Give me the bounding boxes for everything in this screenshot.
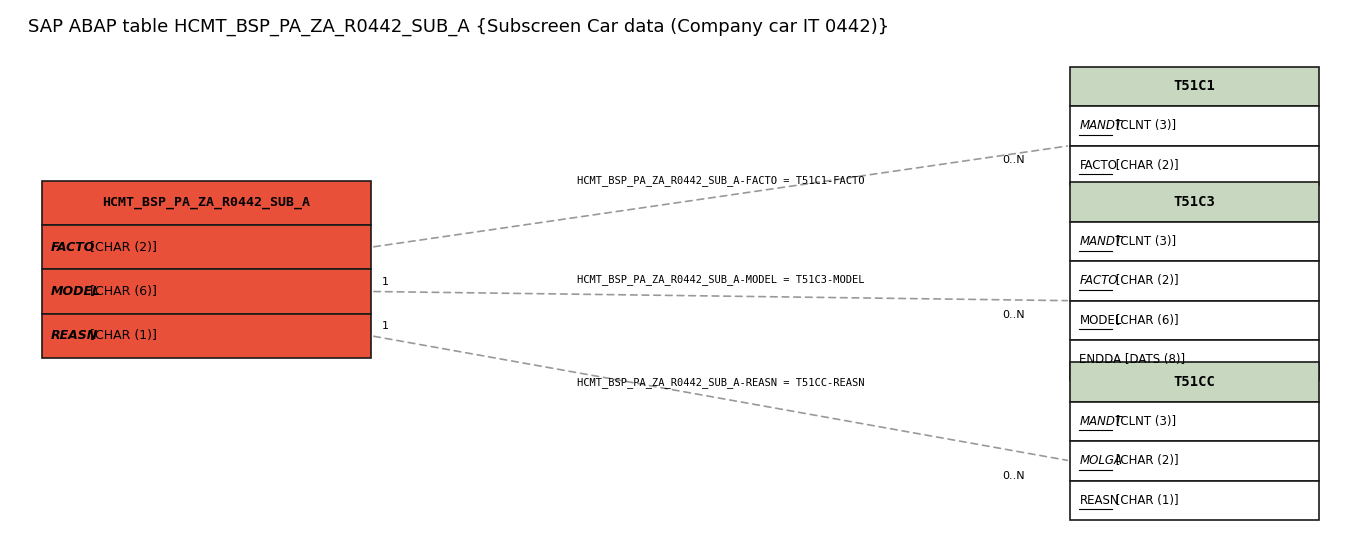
Text: 0..N: 0..N xyxy=(1002,155,1025,166)
Text: T51C3: T51C3 xyxy=(1173,195,1215,209)
FancyBboxPatch shape xyxy=(1070,106,1319,146)
FancyBboxPatch shape xyxy=(1070,67,1319,106)
Text: FACTO: FACTO xyxy=(1079,274,1118,287)
Text: [CHAR (2)]: [CHAR (2)] xyxy=(1111,274,1179,287)
Text: [CHAR (6)]: [CHAR (6)] xyxy=(86,285,158,298)
Text: FACTO: FACTO xyxy=(1079,159,1118,172)
Text: [CHAR (1)]: [CHAR (1)] xyxy=(86,329,158,342)
Text: MANDT: MANDT xyxy=(1079,415,1122,428)
Text: 1: 1 xyxy=(381,277,389,287)
Text: T51C1: T51C1 xyxy=(1173,79,1215,93)
FancyBboxPatch shape xyxy=(1070,301,1319,340)
Text: HCMT_BSP_PA_ZA_R0442_SUB_A-MODEL = T51C3-MODEL: HCMT_BSP_PA_ZA_R0442_SUB_A-MODEL = T51C3… xyxy=(577,274,865,285)
FancyBboxPatch shape xyxy=(1070,481,1319,520)
Text: REASN: REASN xyxy=(51,329,98,342)
FancyBboxPatch shape xyxy=(1070,441,1319,481)
FancyBboxPatch shape xyxy=(1070,222,1319,261)
FancyBboxPatch shape xyxy=(1070,182,1319,222)
Text: MODEL: MODEL xyxy=(1079,314,1122,327)
Text: 0..N: 0..N xyxy=(1002,311,1025,320)
Text: T51CC: T51CC xyxy=(1173,375,1215,389)
Text: [CHAR (1)]: [CHAR (1)] xyxy=(1111,494,1179,507)
Text: 1: 1 xyxy=(381,321,389,331)
Text: [CLNT (3)]: [CLNT (3)] xyxy=(1111,235,1176,248)
FancyBboxPatch shape xyxy=(1070,402,1319,441)
Text: [CHAR (6)]: [CHAR (6)] xyxy=(1111,314,1179,327)
Text: SAP ABAP table HCMT_BSP_PA_ZA_R0442_SUB_A {Subscreen Car data (Company car IT 04: SAP ABAP table HCMT_BSP_PA_ZA_R0442_SUB_… xyxy=(28,17,889,36)
Text: MOLGA: MOLGA xyxy=(1079,454,1122,468)
FancyBboxPatch shape xyxy=(42,269,370,314)
Text: [CHAR (2)]: [CHAR (2)] xyxy=(1111,454,1179,468)
Text: MANDT: MANDT xyxy=(1079,119,1122,132)
FancyBboxPatch shape xyxy=(1070,362,1319,402)
FancyBboxPatch shape xyxy=(1070,146,1319,185)
Text: 0..N: 0..N xyxy=(1002,471,1025,481)
Text: HCMT_BSP_PA_ZA_R0442_SUB_A-REASN = T51CC-REASN: HCMT_BSP_PA_ZA_R0442_SUB_A-REASN = T51CC… xyxy=(577,377,865,388)
FancyBboxPatch shape xyxy=(1070,340,1319,380)
Text: [CLNT (3)]: [CLNT (3)] xyxy=(1111,415,1176,428)
Text: HCMT_BSP_PA_ZA_R0442_SUB_A: HCMT_BSP_PA_ZA_R0442_SUB_A xyxy=(102,197,310,210)
Text: [CHAR (2)]: [CHAR (2)] xyxy=(86,241,158,254)
Text: MODEL: MODEL xyxy=(51,285,101,298)
Text: REASN: REASN xyxy=(1079,494,1119,507)
FancyBboxPatch shape xyxy=(42,225,370,269)
Text: HCMT_BSP_PA_ZA_R0442_SUB_A-FACTO = T51C1-FACTO: HCMT_BSP_PA_ZA_R0442_SUB_A-FACTO = T51C1… xyxy=(577,175,865,186)
Text: FACTO: FACTO xyxy=(51,241,96,254)
Text: [CLNT (3)]: [CLNT (3)] xyxy=(1111,119,1176,132)
FancyBboxPatch shape xyxy=(42,314,370,358)
FancyBboxPatch shape xyxy=(42,181,370,225)
Text: ENDDA [DATS (8)]: ENDDA [DATS (8)] xyxy=(1079,353,1185,367)
Text: [CHAR (2)]: [CHAR (2)] xyxy=(1111,159,1179,172)
Text: MANDT: MANDT xyxy=(1079,235,1122,248)
FancyBboxPatch shape xyxy=(1070,261,1319,301)
